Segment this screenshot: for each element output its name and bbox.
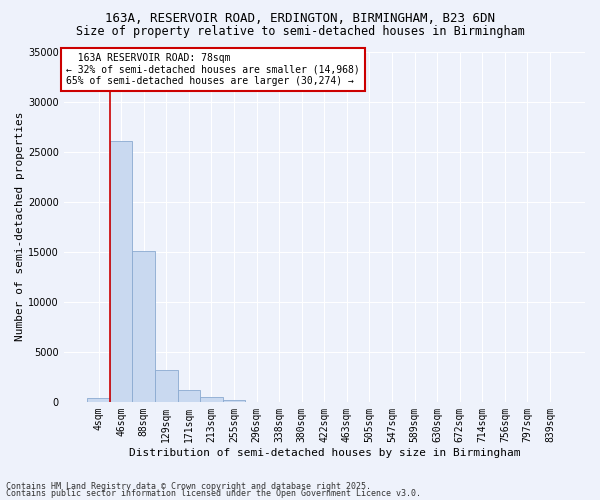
Bar — [178, 390, 200, 402]
Text: Size of property relative to semi-detached houses in Birmingham: Size of property relative to semi-detach… — [76, 25, 524, 38]
Bar — [87, 398, 110, 402]
Bar — [200, 398, 223, 402]
Text: Contains public sector information licensed under the Open Government Licence v3: Contains public sector information licen… — [6, 490, 421, 498]
Bar — [110, 140, 133, 402]
Text: 163A RESERVOIR ROAD: 78sqm
← 32% of semi-detached houses are smaller (14,968)
65: 163A RESERVOIR ROAD: 78sqm ← 32% of semi… — [66, 54, 360, 86]
Text: Contains HM Land Registry data © Crown copyright and database right 2025.: Contains HM Land Registry data © Crown c… — [6, 482, 371, 491]
Bar — [223, 400, 245, 402]
Bar — [155, 370, 178, 402]
Y-axis label: Number of semi-detached properties: Number of semi-detached properties — [15, 112, 25, 342]
Bar — [133, 250, 155, 402]
X-axis label: Distribution of semi-detached houses by size in Birmingham: Distribution of semi-detached houses by … — [128, 448, 520, 458]
Text: 163A, RESERVOIR ROAD, ERDINGTON, BIRMINGHAM, B23 6DN: 163A, RESERVOIR ROAD, ERDINGTON, BIRMING… — [105, 12, 495, 26]
